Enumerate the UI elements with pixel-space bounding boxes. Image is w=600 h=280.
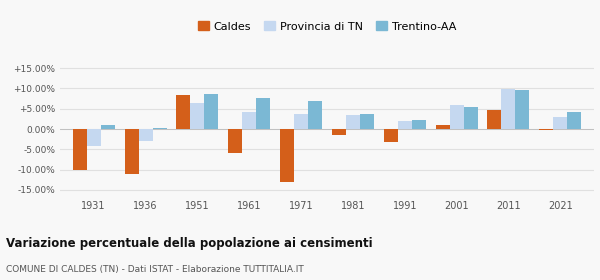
- Bar: [242, 112, 256, 129]
- Bar: [294, 114, 308, 129]
- Bar: [449, 105, 464, 129]
- Bar: [412, 120, 426, 129]
- Bar: [539, 129, 553, 130]
- Text: Variazione percentuale della popolazione ai censimenti: Variazione percentuale della popolazione…: [6, 237, 373, 249]
- Bar: [346, 115, 360, 129]
- Bar: [384, 129, 398, 142]
- Text: COMUNE DI CALDES (TN) - Dati ISTAT - Elaborazione TUTTITALIA.IT: COMUNE DI CALDES (TN) - Dati ISTAT - Ela…: [6, 265, 304, 274]
- Bar: [436, 125, 449, 129]
- Bar: [360, 114, 374, 129]
- Bar: [464, 107, 478, 129]
- Bar: [101, 125, 115, 129]
- Bar: [568, 112, 581, 129]
- Bar: [139, 129, 152, 141]
- Bar: [553, 117, 568, 129]
- Legend: Caldes, Provincia di TN, Trentino-AA: Caldes, Provincia di TN, Trentino-AA: [193, 17, 461, 36]
- Bar: [308, 101, 322, 129]
- Bar: [190, 104, 205, 129]
- Bar: [487, 109, 502, 129]
- Bar: [332, 129, 346, 135]
- Bar: [73, 129, 87, 171]
- Bar: [502, 89, 515, 129]
- Bar: [152, 128, 167, 129]
- Bar: [280, 129, 294, 182]
- Bar: [176, 95, 190, 129]
- Bar: [205, 94, 218, 129]
- Bar: [398, 121, 412, 129]
- Bar: [515, 90, 529, 129]
- Bar: [228, 129, 242, 153]
- Bar: [125, 129, 139, 174]
- Bar: [256, 98, 270, 129]
- Bar: [86, 129, 101, 146]
